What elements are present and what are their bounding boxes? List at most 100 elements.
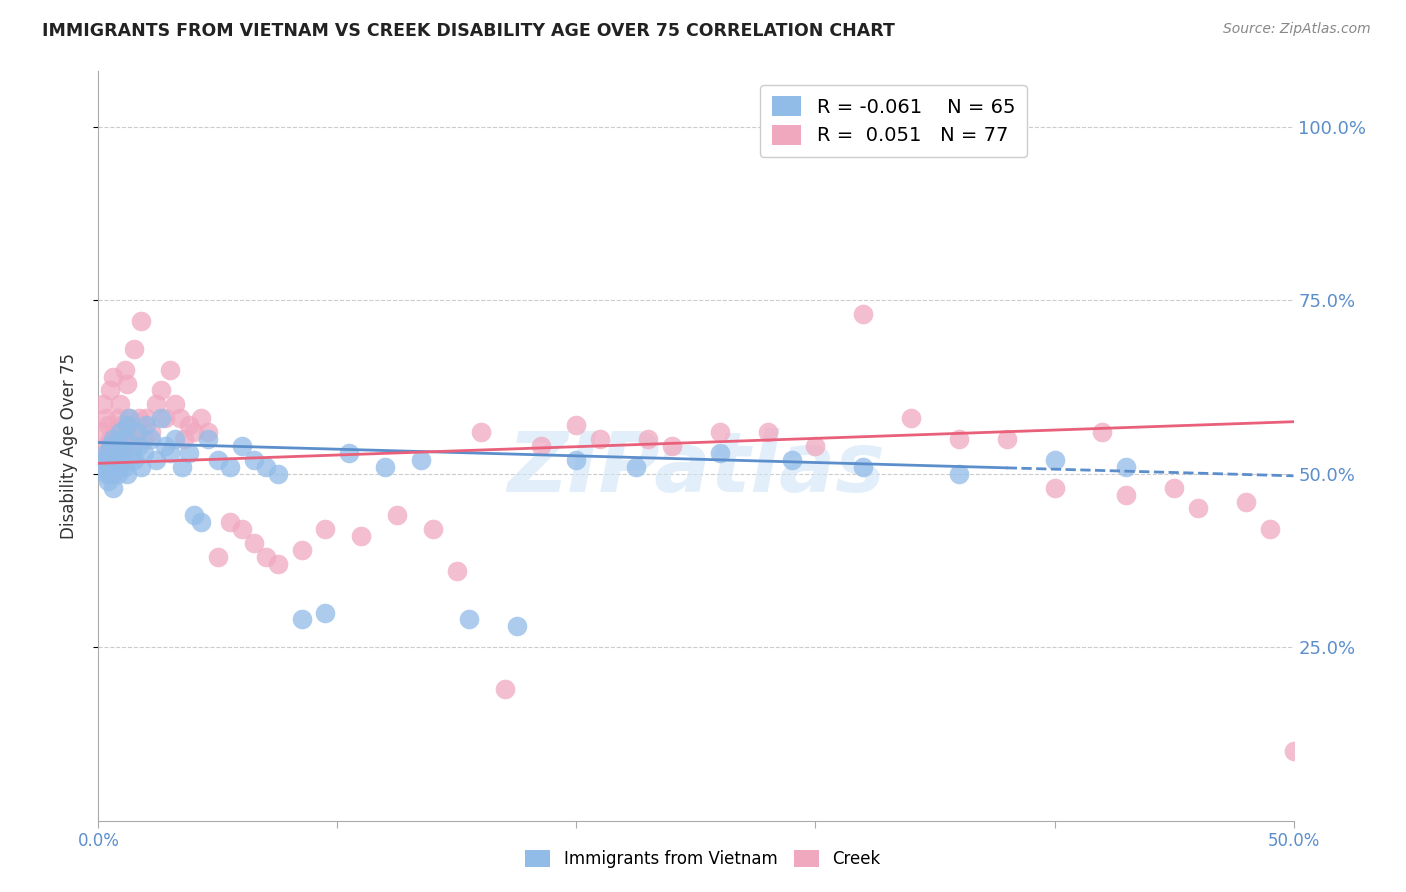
Point [91, 397, 114, 411]
Point [948, 432, 970, 446]
Point [1115, 459, 1137, 474]
Text: IMMIGRANTS FROM VIETNAM VS CREEK DISABILITY AGE OVER 75 CORRELATION CHART: IMMIGRANTS FROM VIETNAM VS CREEK DISABIL… [42, 22, 896, 40]
Point [155, 411, 177, 425]
Point [104, 425, 127, 439]
Point [852, 459, 875, 474]
Legend: R = -0.061    N = 65, R =  0.051   N = 77: R = -0.061 N = 65, R = 0.051 N = 77 [761, 85, 1026, 157]
Point [173, 432, 195, 446]
Point [422, 522, 444, 536]
Point [756, 425, 779, 439]
Point [1187, 501, 1209, 516]
Point [207, 549, 229, 564]
Point [107, 453, 129, 467]
Point [90, 459, 112, 474]
Point [637, 432, 659, 446]
Point [506, 619, 529, 633]
Point [107, 439, 129, 453]
Point [852, 307, 875, 321]
Point [114, 362, 136, 376]
Point [132, 432, 155, 446]
Point [111, 418, 134, 433]
Point [219, 516, 242, 530]
Point [94, 411, 117, 425]
Point [207, 453, 229, 467]
Point [104, 459, 127, 474]
Point [565, 418, 588, 433]
Point [97, 418, 120, 433]
Text: Source: ZipAtlas.com: Source: ZipAtlas.com [1223, 22, 1371, 37]
Point [101, 481, 124, 495]
Point [315, 606, 337, 620]
Point [183, 425, 205, 439]
Point [97, 474, 120, 488]
Point [231, 522, 253, 536]
Point [101, 369, 124, 384]
Point [1043, 481, 1066, 495]
Point [125, 425, 148, 439]
Point [179, 418, 201, 433]
Point [231, 439, 253, 453]
Point [243, 536, 266, 550]
Point [411, 453, 433, 467]
Point [470, 425, 492, 439]
Point [1043, 453, 1066, 467]
Point [115, 376, 138, 391]
Point [111, 453, 134, 467]
Point [446, 564, 468, 578]
Point [101, 432, 124, 446]
Point [458, 612, 481, 626]
Point [709, 446, 731, 460]
Point [111, 439, 134, 453]
Point [145, 397, 167, 411]
Point [163, 397, 186, 411]
Point [995, 432, 1018, 446]
Point [121, 439, 143, 453]
Point [190, 411, 212, 425]
Point [94, 446, 117, 460]
Point [90, 453, 112, 467]
Point [1115, 487, 1137, 501]
Point [91, 453, 114, 467]
Point [94, 467, 117, 481]
Point [267, 557, 290, 571]
Point [1282, 744, 1305, 758]
Point [135, 411, 157, 425]
Text: ZIPatlas: ZIPatlas [508, 428, 884, 509]
Point [101, 453, 124, 467]
Point [118, 411, 141, 425]
Point [900, 411, 922, 425]
Point [124, 453, 146, 467]
Point [128, 439, 150, 453]
Point [254, 549, 277, 564]
Point [115, 467, 138, 481]
Legend: Immigrants from Vietnam, Creek: Immigrants from Vietnam, Creek [519, 843, 887, 875]
Point [98, 432, 122, 446]
Point [98, 459, 122, 474]
Point [254, 459, 277, 474]
Point [219, 459, 242, 474]
Point [197, 425, 219, 439]
Point [114, 453, 136, 467]
Point [339, 446, 361, 460]
Point [128, 411, 150, 425]
Point [97, 446, 120, 460]
Point [108, 397, 131, 411]
Point [108, 425, 131, 439]
Point [132, 446, 155, 460]
Point [1234, 494, 1257, 508]
Point [111, 446, 134, 460]
Point [149, 411, 172, 425]
Point [350, 529, 373, 543]
Point [145, 453, 167, 467]
Point [108, 459, 131, 474]
Point [101, 467, 124, 481]
Point [159, 362, 181, 376]
Point [626, 459, 648, 474]
Point [107, 467, 129, 481]
Point [107, 453, 129, 467]
Point [374, 459, 396, 474]
Point [780, 453, 803, 467]
Point [948, 467, 970, 481]
Point [291, 543, 314, 558]
Point [98, 439, 122, 453]
